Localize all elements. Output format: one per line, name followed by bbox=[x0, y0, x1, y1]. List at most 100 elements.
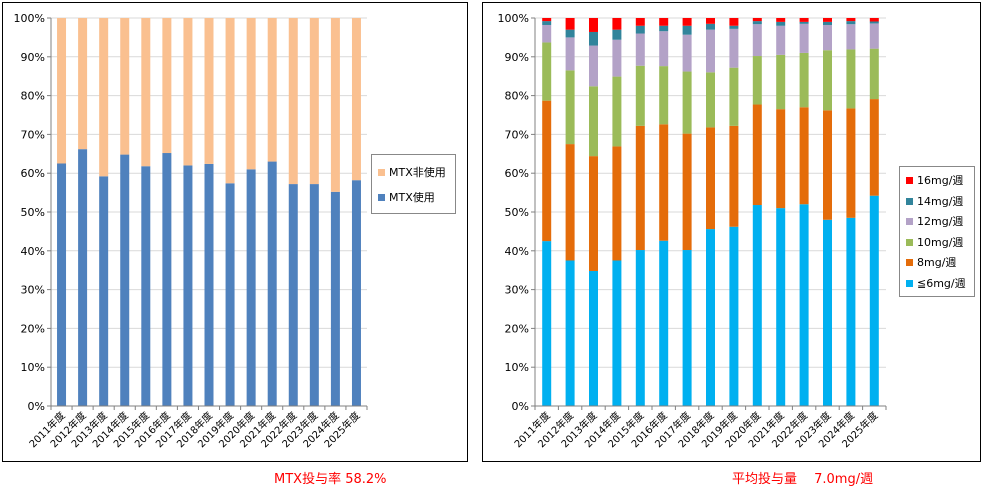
bar-segment bbox=[635, 65, 645, 126]
bar-segment bbox=[612, 29, 622, 40]
y-tick-label: 100% bbox=[14, 12, 45, 25]
bar-segment bbox=[589, 18, 598, 32]
bar-segment bbox=[120, 154, 130, 406]
y-tick-label: 70% bbox=[505, 128, 529, 141]
bar-segment bbox=[823, 110, 832, 220]
bar-segment bbox=[351, 18, 361, 181]
bar-segment bbox=[589, 156, 598, 271]
y-tick-label: 0% bbox=[512, 400, 529, 413]
bar-segment bbox=[225, 183, 235, 406]
bar-segment bbox=[659, 240, 669, 406]
legend-swatch bbox=[906, 279, 913, 287]
bar-segment bbox=[162, 153, 172, 406]
bar-segment bbox=[635, 25, 645, 34]
bar-segment bbox=[706, 18, 715, 24]
bar-segment bbox=[776, 25, 786, 55]
bar-segment bbox=[776, 18, 786, 22]
bar-segment bbox=[799, 204, 809, 406]
bar-segment bbox=[542, 241, 552, 406]
bar-segment bbox=[78, 18, 88, 150]
bar-segment bbox=[204, 163, 214, 406]
bar-segment bbox=[659, 31, 669, 67]
y-tick-label: 10% bbox=[505, 361, 529, 374]
legend-swatch bbox=[378, 194, 385, 201]
bar-segment bbox=[869, 23, 879, 49]
bar-segment bbox=[330, 18, 340, 192]
bar-segment bbox=[752, 18, 762, 22]
chart-panel-dose: 0% 10% 20% 30% 40% 50% 60% 70% 80% 90% 100% 2011年度 2… bbox=[482, 2, 981, 462]
bar-segment bbox=[799, 107, 809, 205]
bar-segment bbox=[682, 34, 692, 72]
y-tick-label: 90% bbox=[21, 51, 45, 64]
bar-segment bbox=[267, 161, 277, 406]
bar-segment bbox=[729, 67, 739, 126]
average-dose-caption: 平均投与量 7.0mg/週 bbox=[732, 472, 874, 487]
bar-segment bbox=[542, 100, 552, 242]
bar-segment bbox=[612, 76, 622, 147]
bar-segment bbox=[823, 50, 832, 111]
bar-segment bbox=[799, 52, 809, 108]
bar-segment bbox=[565, 37, 575, 71]
bar-segment bbox=[706, 23, 715, 30]
y-tick-label: 50% bbox=[21, 206, 45, 219]
mtx-rate-chart: 0%10%20%30%40%50%60%70%80%90%100%2011年度2… bbox=[14, 12, 368, 450]
bar-segment bbox=[659, 124, 669, 241]
bar-segment bbox=[752, 205, 762, 406]
bar-segment bbox=[612, 260, 622, 406]
bar-segment bbox=[706, 127, 715, 230]
bar-segment bbox=[589, 270, 598, 406]
y-tick-label: 80% bbox=[21, 90, 45, 103]
bar-segment bbox=[846, 49, 856, 109]
bar-segment bbox=[706, 29, 715, 73]
bar-segment bbox=[799, 18, 809, 22]
bar-segment bbox=[823, 219, 832, 406]
bar-segment bbox=[565, 18, 575, 30]
bar-segment bbox=[846, 21, 856, 25]
bar-segment bbox=[869, 21, 879, 24]
bar-segment bbox=[612, 18, 622, 30]
bar-segment bbox=[309, 18, 319, 185]
legend-swatch bbox=[906, 218, 913, 225]
y-tick-label: 60% bbox=[21, 167, 45, 180]
legend-label: 16mg/週 bbox=[917, 174, 964, 187]
bar-segment bbox=[635, 250, 645, 406]
y-tick-label: 30% bbox=[505, 284, 529, 297]
bar-segment bbox=[589, 86, 598, 157]
bar-segment bbox=[57, 163, 67, 406]
legend-swatch bbox=[906, 238, 913, 246]
y-tick-label: 90% bbox=[505, 51, 529, 64]
legend-label: ≦6mg/週 bbox=[917, 276, 966, 290]
bar-segment bbox=[635, 125, 645, 251]
legend-label: 14mg/週 bbox=[917, 194, 964, 208]
bar-segment bbox=[776, 54, 786, 110]
y-tick-label: 70% bbox=[21, 128, 45, 141]
bar-segment bbox=[776, 109, 786, 209]
bar-segment bbox=[57, 18, 67, 164]
bar-segment bbox=[542, 18, 552, 22]
bar-segment bbox=[99, 176, 109, 406]
bar-segment bbox=[351, 180, 361, 406]
bar-segment bbox=[682, 250, 692, 406]
bar-segment bbox=[846, 108, 856, 218]
legend-swatch bbox=[906, 197, 913, 205]
legend-label: MTX使用 bbox=[389, 191, 435, 204]
bar-segment bbox=[246, 18, 256, 170]
y-tick-label: 20% bbox=[21, 322, 45, 335]
bar-segment bbox=[869, 99, 879, 196]
bar-segment bbox=[288, 18, 298, 185]
y-tick-label: 100% bbox=[498, 12, 529, 25]
bar-segment bbox=[309, 184, 319, 406]
bar-segment bbox=[659, 18, 669, 26]
legend-label: 10mg/週 bbox=[917, 235, 964, 249]
bar-segment bbox=[752, 56, 762, 105]
bar-segment bbox=[330, 191, 340, 406]
bar-segment bbox=[776, 21, 786, 26]
y-tick-label: 40% bbox=[21, 245, 45, 258]
chart-panel-mtx-rate: 0% 10% 20% 30% 40% 50% 60% 70% 80% 90% 100% 2011年度 2… bbox=[2, 2, 468, 462]
bar-segment bbox=[752, 24, 762, 57]
bar-segment bbox=[752, 104, 762, 206]
bar-segment bbox=[99, 18, 109, 177]
bar-segment bbox=[729, 125, 739, 227]
bar-segment bbox=[799, 21, 809, 24]
legend-label: MTX非使用 bbox=[389, 166, 446, 179]
